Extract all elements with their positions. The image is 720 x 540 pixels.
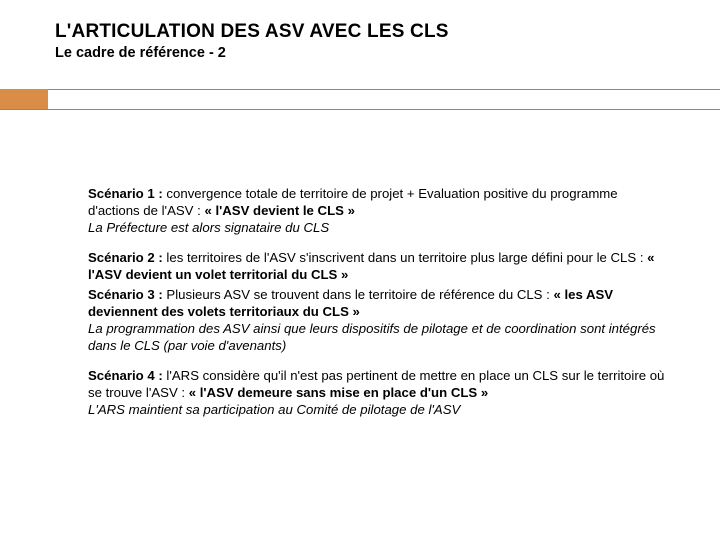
- scenario-2-body: les territoires de l'ASV s'inscrivent da…: [163, 250, 647, 265]
- accent-block: [0, 89, 48, 110]
- page-title: L'ARTICULATION DES ASV AVEC LES CLS: [55, 21, 720, 43]
- scenario-1: Scénario 1 : convergence totale de terri…: [88, 186, 668, 237]
- scenario-1-note: La Préfecture est alors signataire du CL…: [88, 220, 329, 235]
- page-subtitle: Le cadre de référence - 2: [55, 45, 720, 61]
- scenario-3: Scénario 3 : Plusieurs ASV se trouvent d…: [88, 287, 668, 355]
- scenario-1-label: Scénario 1 :: [88, 186, 163, 201]
- scenario-1-quote: « l'ASV devient le CLS »: [204, 203, 354, 218]
- scenario-2: Scénario 2 : les territoires de l'ASV s'…: [88, 250, 668, 284]
- divider-line-bottom: [0, 109, 720, 110]
- scenario-3-note: La programmation des ASV ainsi que leurs…: [88, 321, 656, 353]
- scenario-4-note: L'ARS maintient sa participation au Comi…: [88, 402, 460, 417]
- scenario-3-body: Plusieurs ASV se trouvent dans le territ…: [163, 287, 554, 302]
- scenario-3-label: Scénario 3 :: [88, 287, 163, 302]
- divider-line-top: [0, 89, 720, 90]
- header: L'ARTICULATION DES ASV AVEC LES CLS Le c…: [0, 0, 720, 61]
- scenario-4: Scénario 4 : l'ARS considère qu'il n'est…: [88, 368, 668, 419]
- content-area: Scénario 1 : convergence totale de terri…: [88, 186, 668, 432]
- scenario-4-label: Scénario 4 :: [88, 368, 163, 383]
- scenario-4-quote: « l'ASV demeure sans mise en place d'un …: [189, 385, 488, 400]
- scenario-2-label: Scénario 2 :: [88, 250, 163, 265]
